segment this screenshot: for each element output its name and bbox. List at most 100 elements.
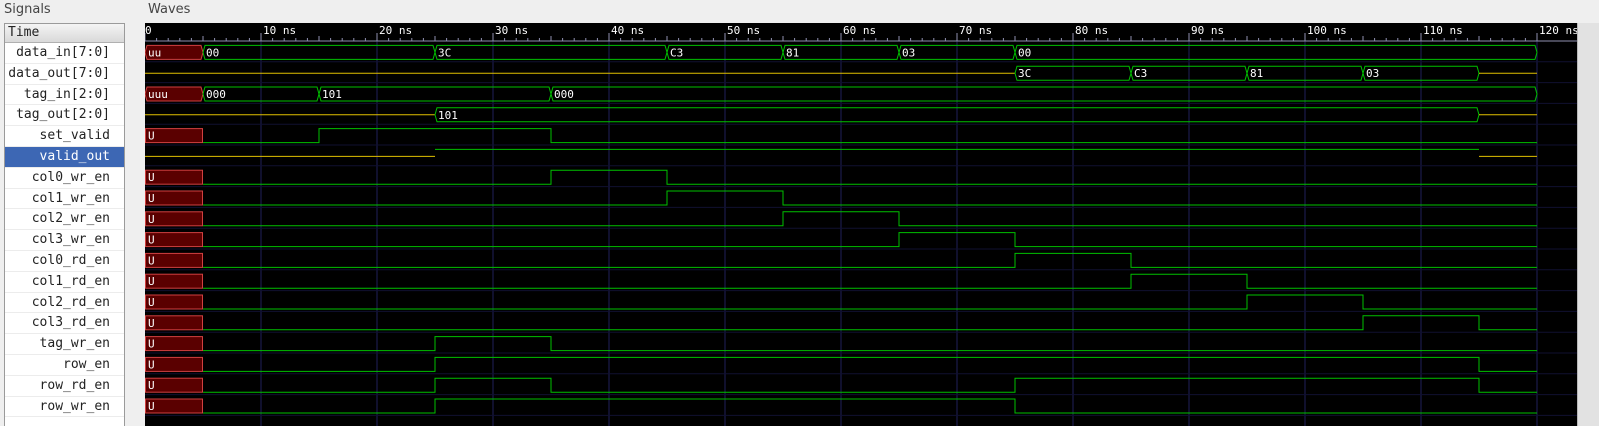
undefined-value-label: U	[148, 275, 155, 288]
undefined-region	[145, 356, 203, 372]
ruler-tick-label: 10 ns	[263, 24, 296, 37]
bus-value-segment	[550, 86, 1538, 102]
undefined-region	[145, 169, 203, 185]
undefined-value-label: U	[148, 234, 155, 247]
bus-value-label: C3	[670, 46, 683, 59]
undefined-region	[145, 398, 203, 414]
signal-name-row[interactable]: data_out[7:0]	[5, 64, 124, 85]
ruler-tick-label: 80 ns	[1075, 24, 1108, 37]
vertical-scrollbar[interactable]	[1577, 23, 1599, 426]
ruler-tick-label: 120 ns	[1539, 24, 1579, 37]
waves-frame-title: Waves	[148, 2, 191, 17]
undefined-value-label: U	[148, 379, 155, 392]
waveform-canvas[interactable]: 0 10 ns 20 ns 30 ns 40 ns 50 ns 60 ns 70 ns 80 n…	[145, 23, 1599, 426]
digital-waveform	[203, 169, 1537, 185]
digital-waveform	[203, 294, 1537, 310]
ruler-tick-label: 70 ns	[959, 24, 992, 37]
bus-value-label: 00	[1018, 46, 1031, 59]
ruler-tick-label: 60 ns	[843, 24, 876, 37]
bus-value-label: 03	[902, 46, 915, 59]
signal-name-list: data_in[7:0] data_out[7:0] tag_in[2:0] tag_…	[5, 43, 124, 418]
digital-waveform	[203, 336, 1537, 352]
undefined-region	[145, 315, 203, 331]
signal-name-row[interactable]: row_rd_en	[5, 376, 124, 397]
ruler-tick-label: 50 ns	[727, 24, 760, 37]
bus-value-label: 3C	[438, 46, 451, 59]
bus-value-segment	[202, 44, 436, 60]
digital-waveform	[203, 232, 1537, 248]
signal-name-row[interactable]: col0_rd_en	[5, 251, 124, 272]
signal-name-row[interactable]: col3_wr_en	[5, 230, 124, 251]
signal-name-row[interactable]: col0_wr_en	[5, 168, 124, 189]
undefined-region	[145, 211, 203, 227]
undefined-value-label: U	[148, 400, 155, 413]
digital-waveform	[203, 128, 1537, 144]
signal-name-row[interactable]: col1_rd_en	[5, 272, 124, 293]
undefined-region	[145, 252, 203, 268]
undefined-region	[145, 232, 203, 248]
bus-value-label: uu	[148, 46, 161, 59]
bus-value-label: 000	[554, 88, 574, 101]
bus-value-label: 81	[786, 46, 799, 59]
undefined-value-label: U	[148, 213, 155, 226]
digital-waveform	[203, 398, 1537, 414]
signal-name-row[interactable]: col3_rd_en	[5, 313, 124, 335]
signal-name-row[interactable]: col2_rd_en	[5, 293, 124, 314]
waveform-viewer[interactable]: 0 10 ns 20 ns 30 ns 40 ns 50 ns 60 ns 70 ns 80 n…	[145, 23, 1599, 426]
digital-waveform	[203, 315, 1537, 331]
ruler-tick-label: 110 ns	[1423, 24, 1463, 37]
signal-name-row[interactable]: valid_out	[5, 146, 124, 168]
bus-value-label: 00	[206, 46, 219, 59]
undefined-value-label: U	[148, 358, 155, 371]
undefined-value-label: U	[148, 338, 155, 351]
digital-waveform	[203, 211, 1537, 227]
digital-waveform	[203, 273, 1537, 289]
undefined-value-label: U	[148, 130, 155, 143]
signal-list-panel[interactable]: Time data_in[7:0] data_out[7:0] tag_in[2:0…	[4, 23, 125, 426]
ruler-tick-label: 100 ns	[1307, 24, 1347, 37]
signal-name-row[interactable]: col1_wr_en	[5, 189, 124, 210]
bus-value-label: C3	[1134, 67, 1147, 80]
undefined-value-label: U	[148, 296, 155, 309]
ruler-tick-label: 0	[145, 24, 152, 37]
ruler-tick-label: 90 ns	[1191, 24, 1224, 37]
signal-name-row[interactable]: row_wr_en	[5, 397, 124, 418]
bus-value-segment	[318, 86, 552, 102]
digital-waveform	[203, 377, 1537, 393]
signal-name-row[interactable]: tag_out[2:0]	[5, 105, 124, 127]
bus-value-segment	[1014, 44, 1538, 60]
bus-value-label: 03	[1366, 67, 1379, 80]
signal-name-row[interactable]: tag_wr_en	[5, 334, 124, 355]
bus-value-label: 101	[438, 109, 458, 122]
bus-value-label: 81	[1250, 67, 1263, 80]
digital-waveform	[203, 190, 1537, 206]
undefined-region	[145, 273, 203, 289]
undefined-region	[145, 377, 203, 393]
bus-value-label: 000	[206, 88, 226, 101]
ruler-tick-label: 20 ns	[379, 24, 412, 37]
undefined-value-label: U	[148, 317, 155, 330]
time-column-header[interactable]: Time	[5, 24, 124, 43]
bus-value-label: 101	[322, 88, 342, 101]
undefined-region	[145, 190, 203, 206]
digital-waveform	[203, 252, 1537, 268]
signal-name-row[interactable]: tag_in[2:0]	[5, 85, 124, 106]
ruler-tick-label: 40 ns	[611, 24, 644, 37]
signals-frame-title: Signals	[4, 2, 51, 17]
digital-waveform	[203, 356, 1537, 372]
bus-value-label: uuu	[148, 88, 168, 101]
bus-value-label: 3C	[1018, 67, 1031, 80]
undefined-region	[145, 336, 203, 352]
undefined-region	[145, 294, 203, 310]
undefined-value-label: U	[148, 171, 155, 184]
signal-name-row[interactable]: row_en	[5, 355, 124, 376]
time-ruler[interactable]	[145, 23, 1599, 41]
ruler-tick-label: 30 ns	[495, 24, 528, 37]
signal-name-row[interactable]: set_valid	[5, 126, 124, 147]
undefined-region	[145, 128, 203, 144]
signal-name-row[interactable]: data_in[7:0]	[5, 43, 124, 64]
bus-value-segment	[434, 44, 668, 60]
undefined-value-label: U	[148, 254, 155, 267]
signal-name-row[interactable]: col2_wr_en	[5, 209, 124, 231]
undefined-value-label: U	[148, 192, 155, 205]
